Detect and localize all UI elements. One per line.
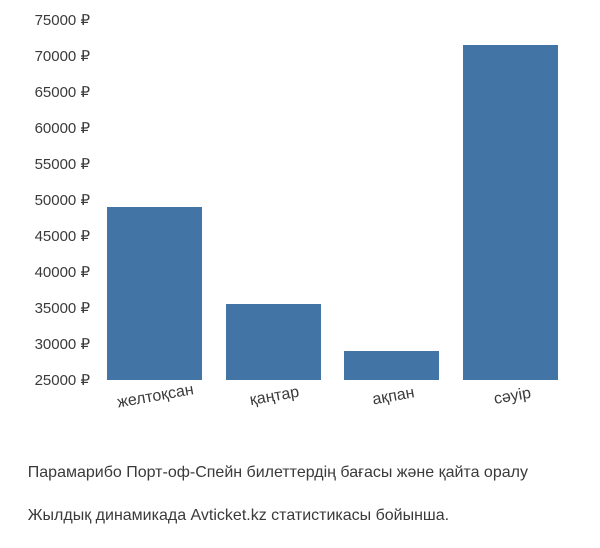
y-tick-label: 70000 ₽ <box>10 47 90 65</box>
bar <box>344 351 439 380</box>
x-tick-label: сәуір <box>452 378 573 417</box>
y-tick-label: 35000 ₽ <box>10 299 90 317</box>
y-tick-label: 50000 ₽ <box>10 191 90 209</box>
y-tick-label: 55000 ₽ <box>10 155 90 173</box>
price-chart: 25000 ₽ 30000 ₽ 35000 ₽ 40000 ₽ 45000 ₽ 50000… <box>0 0 600 500</box>
caption-line-1: Парамарибо Порт-оф-Спейн билеттердің бағ… <box>28 464 528 481</box>
caption-line-2: Жылдық динамикада Avticket.kz статистика… <box>28 507 449 524</box>
plot-area <box>95 20 570 380</box>
x-tick-label: қаңтар <box>214 378 335 417</box>
bar <box>226 304 321 380</box>
x-tick-label: ақпан <box>333 378 454 417</box>
y-tick-label: 40000 ₽ <box>10 263 90 281</box>
y-tick-label: 65000 ₽ <box>10 83 90 101</box>
y-tick-label: 30000 ₽ <box>10 335 90 353</box>
bar <box>107 207 202 380</box>
y-tick-label: 60000 ₽ <box>10 119 90 137</box>
x-tick-label: желтоқсан <box>95 378 216 417</box>
chart-caption: Парамарибо Порт-оф-Спейн билеттердің бағ… <box>10 440 528 548</box>
y-tick-label: 25000 ₽ <box>10 371 90 389</box>
y-tick-label: 45000 ₽ <box>10 227 90 245</box>
y-tick-label: 75000 ₽ <box>10 11 90 29</box>
bar <box>463 45 558 380</box>
